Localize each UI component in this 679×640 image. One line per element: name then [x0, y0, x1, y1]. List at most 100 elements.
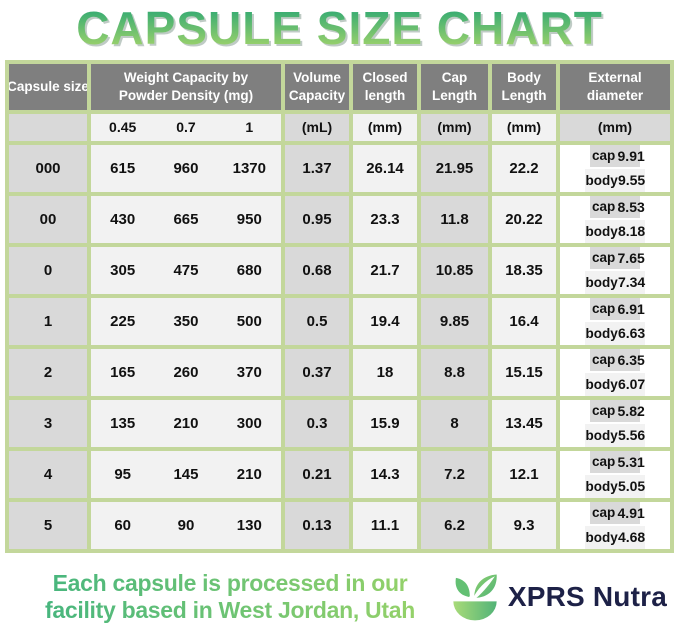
weight-045-value: 60 [114, 516, 131, 534]
header-volume-line1: Volume [293, 70, 341, 86]
leaf-swoosh-shape [471, 575, 495, 601]
weight-1-value: 130 [236, 516, 262, 534]
cap-length-cell: 6.2 [421, 501, 488, 549]
header-closed-length: Closed length [353, 63, 417, 110]
external-cap-value: 5.31 [617, 453, 645, 470]
external-body-value: 8.18 [617, 223, 646, 240]
weight-045-value: 305 [110, 261, 136, 279]
unit-densities: 0.45 0.7 1 [91, 113, 281, 141]
external-diameter-cell: cap 9.91 body 9.55 [560, 144, 670, 192]
weight-capacity-cell: 430 665 950 [91, 195, 281, 243]
capsule-size-cell: 2 [9, 348, 87, 396]
cap-length-cell: 8 [421, 399, 488, 447]
external-diameter-cell: cap 8.53 body 8.18 [560, 195, 670, 243]
external-cap-subrow: cap 6.35 [589, 348, 645, 372]
table-row: 0 305 475 680 0.68 21.7 10.85 18.35 cap … [9, 246, 670, 294]
external-cap-subrow: cap 9.91 [589, 144, 645, 168]
capsule-size-cell: 1 [9, 297, 87, 345]
header-closed-line1: Closed [362, 70, 408, 86]
external-body-value: 9.55 [617, 172, 646, 189]
header-cap-length: Cap Length [421, 63, 488, 110]
cap-length-cell: 9.85 [421, 297, 488, 345]
cap-length-cell: 8.8 [421, 348, 488, 396]
external-body-label: body [585, 325, 618, 341]
unit-volume: (mL) [285, 113, 349, 141]
external-body-label: body [585, 274, 618, 290]
weight-capacity-cell: 165 260 370 [91, 348, 281, 396]
closed-length-cell: 26.14 [353, 144, 417, 192]
volume-capacity-cell: 0.37 [285, 348, 349, 396]
leaf-bowl-icon [453, 574, 497, 621]
capsule-size-chart-poster: CAPSULE SIZE CHART Capsule size Weight C… [0, 3, 679, 640]
header-cap-line2: Length [432, 87, 477, 103]
cap-length-cell: 10.85 [421, 246, 488, 294]
header-weight-line2: Powder Density (mg) [118, 87, 254, 103]
weight-045-value: 615 [110, 159, 136, 177]
external-cap-subrow: cap 4.91 [589, 501, 645, 525]
weight-capacity-cell: 135 210 300 [91, 399, 281, 447]
weight-1-value: 500 [236, 312, 262, 330]
volume-capacity-cell: 0.95 [285, 195, 349, 243]
external-cap-subrow: cap 6.91 [589, 297, 645, 321]
external-body-subrow: body 6.07 [585, 373, 645, 396]
weight-07-value: 145 [173, 465, 199, 483]
capsule-size-cell: 00 [9, 195, 87, 243]
volume-capacity-cell: 0.21 [285, 450, 349, 498]
external-cap-label: cap [591, 403, 616, 419]
external-body-subrow: body 4.68 [585, 526, 645, 549]
brand-logo: XPRS Nutra [449, 570, 667, 624]
table-row: 2 165 260 370 0.37 18 8.8 15.15 cap 6.35… [9, 348, 670, 396]
weight-045-value: 225 [110, 312, 136, 330]
weight-1-value: 1370 [232, 159, 266, 177]
external-diameter-cell: cap 6.35 body 6.07 [560, 348, 670, 396]
header-cap-line1: Cap [441, 70, 468, 86]
cap-length-cell: 7.2 [421, 450, 488, 498]
unit-external-diameter: (mm) [560, 113, 670, 141]
density-1-label: 1 [245, 119, 254, 136]
external-body-subrow: body 9.55 [585, 169, 645, 192]
capsule-size-cell: 0 [9, 246, 87, 294]
external-cap-value: 7.65 [617, 249, 645, 266]
body-length-cell: 15.15 [492, 348, 556, 396]
unit-closed-length: (mm) [353, 113, 417, 141]
external-body-subrow: body 5.56 [585, 424, 645, 447]
header-body-line2: Length [501, 87, 547, 103]
weight-045-value: 165 [110, 363, 136, 381]
capsule-size-cell: 5 [9, 501, 87, 549]
header-weight-capacity: Weight Capacity by Powder Density (mg) [91, 63, 281, 110]
weight-07-value: 210 [173, 414, 199, 432]
external-body-label: body [585, 172, 618, 188]
external-cap-value: 9.91 [617, 147, 645, 164]
density-045-label: 0.45 [109, 119, 137, 136]
volume-capacity-cell: 1.37 [285, 144, 349, 192]
cap-length-cell: 11.8 [421, 195, 488, 243]
table-row: 000 615 960 1370 1.37 26.14 21.95 22.2 c… [9, 144, 670, 192]
weight-capacity-cell: 225 350 500 [91, 297, 281, 345]
tagline-line2: facility based in West Jordan, Utah [45, 596, 415, 623]
external-cap-subrow: cap 8.53 [589, 195, 645, 219]
table-header-row: Capsule size Weight Capacity by Powder D… [9, 63, 670, 110]
closed-length-cell: 18 [353, 348, 417, 396]
weight-capacity-cell: 615 960 1370 [91, 144, 281, 192]
table-row: 3 135 210 300 0.3 15.9 8 13.45 cap 5.82 … [9, 399, 670, 447]
weight-045-value: 95 [114, 465, 131, 483]
external-cap-label: cap [591, 301, 616, 317]
external-body-label: body [585, 223, 618, 239]
tagline-line1: Each capsule is processed in our [52, 569, 408, 596]
external-cap-label: cap [591, 148, 616, 164]
header-volume-line2: Capacity [288, 87, 346, 103]
capsule-size-cell: 000 [9, 144, 87, 192]
external-cap-value: 5.82 [617, 402, 645, 419]
header-capsule-size: Capsule size [9, 63, 87, 110]
weight-07-value: 475 [173, 261, 199, 279]
external-cap-subrow: cap 5.82 [589, 399, 645, 423]
body-length-cell: 13.45 [492, 399, 556, 447]
external-body-subrow: body 6.63 [585, 322, 645, 345]
header-external-diameter: External diameter [560, 63, 670, 110]
external-cap-value: 4.91 [617, 504, 645, 521]
external-body-value: 6.07 [617, 376, 646, 393]
external-cap-subrow: cap 5.31 [589, 450, 645, 474]
unit-body-length: (mm) [492, 113, 556, 141]
external-cap-label: cap [591, 505, 616, 521]
external-body-label: body [585, 427, 618, 443]
